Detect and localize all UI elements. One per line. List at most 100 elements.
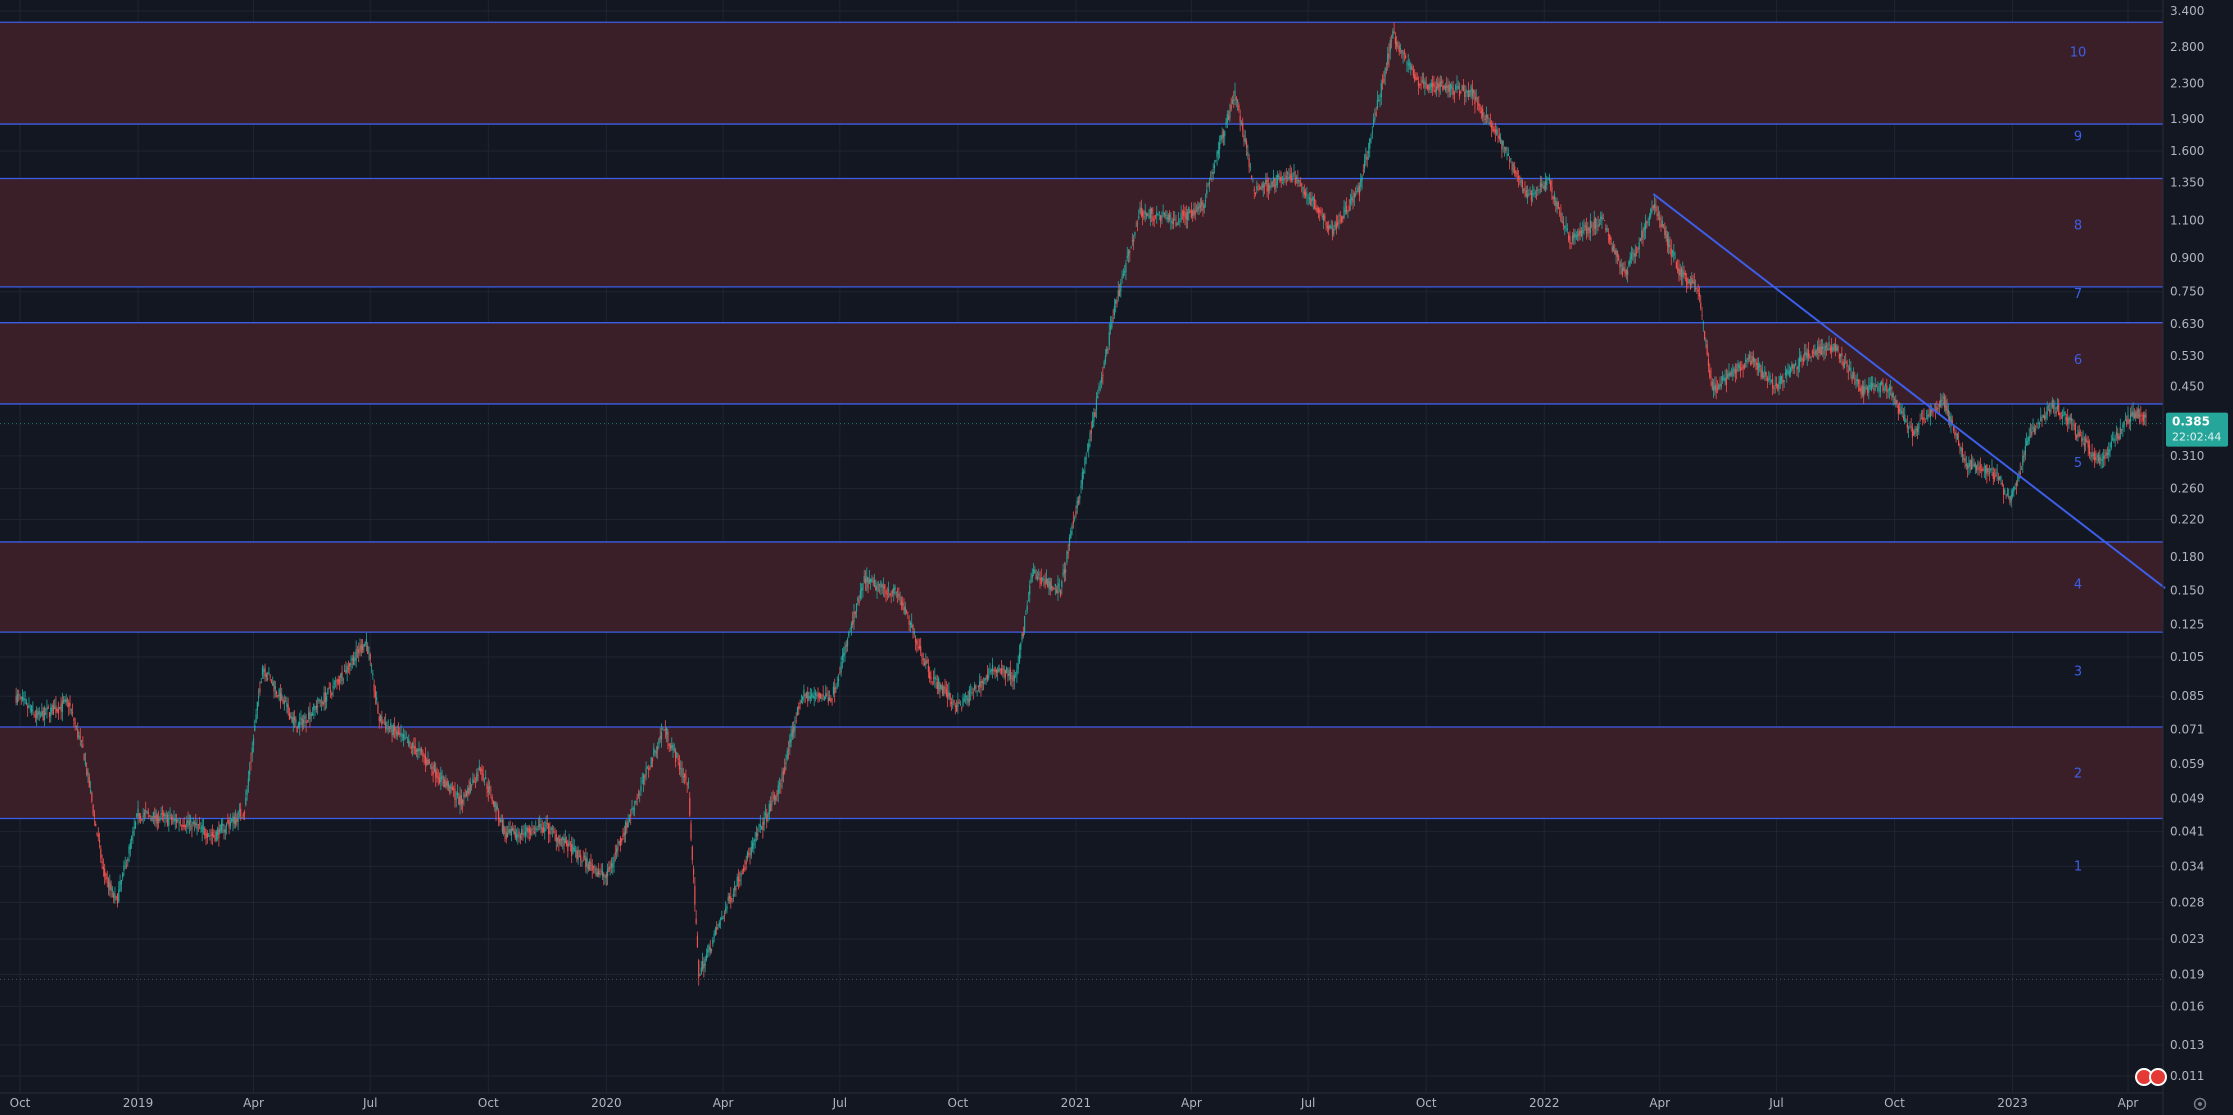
candle-body — [150, 818, 152, 820]
candle-body — [778, 782, 781, 785]
time-tick-label: Jul — [362, 1096, 377, 1110]
flag-icon[interactable] — [2149, 1068, 2167, 1086]
trendline[interactable] — [1652, 193, 2166, 590]
candle-body — [2011, 490, 2014, 496]
candle-body — [1747, 357, 1749, 361]
candle-body — [361, 645, 364, 651]
price-axis[interactable]: 3.4002.8002.3001.9001.6001.3501.1000.900… — [2162, 0, 2204, 1115]
candle-body — [2047, 405, 2050, 407]
candle-body — [923, 662, 926, 665]
candle-body — [166, 814, 169, 826]
candle-body — [684, 773, 686, 777]
candle-body — [2002, 488, 2005, 495]
candle-body — [232, 815, 234, 822]
candle-body — [785, 762, 787, 764]
candle-body — [599, 873, 601, 876]
candle-body — [1627, 270, 1629, 275]
candle-body — [1190, 210, 1192, 217]
candle-body — [1065, 569, 1067, 573]
candle-body — [1624, 269, 1626, 274]
candle-body — [1818, 346, 1820, 354]
price-tick-label: 2.800 — [2170, 40, 2204, 54]
candle-body — [1491, 123, 1493, 129]
candle-body — [314, 706, 316, 708]
candle-body — [1827, 348, 1829, 351]
candle-body — [1759, 363, 1761, 368]
candle-body — [1411, 66, 1413, 70]
candle-body — [1686, 278, 1688, 285]
candle-body — [148, 816, 151, 817]
candle-body — [1394, 37, 1396, 44]
candle-body — [1725, 377, 1728, 385]
candle-body — [1512, 165, 1515, 166]
candle-body — [467, 788, 469, 795]
candle-body — [1961, 448, 1964, 457]
candle-body — [1483, 116, 1485, 118]
candle-body — [1263, 185, 1266, 187]
candle-body — [1339, 215, 1341, 217]
candle-body — [657, 746, 659, 751]
candle-body — [1851, 374, 1853, 381]
candle-body — [884, 584, 886, 590]
candle-body — [324, 692, 326, 703]
candle-body — [432, 771, 434, 776]
candle-body — [1346, 205, 1348, 213]
candle-body — [676, 752, 678, 758]
candle-body — [1965, 463, 1967, 467]
candle-body — [564, 837, 566, 844]
candle-body — [827, 697, 829, 702]
candle-body — [1996, 471, 1998, 473]
candle-body — [1538, 188, 1540, 190]
candle-body — [976, 690, 978, 692]
candle-body — [1421, 80, 1423, 83]
time-axis[interactable]: Oct 2019 Apr Jul Oct 2020 Apr Jul Oct 2021 Apr Jul O… — [0, 1092, 2163, 1110]
candle-body — [1872, 383, 1874, 387]
candle-body — [531, 828, 533, 831]
price-tick-label: 0.071 — [2170, 723, 2204, 737]
candle-body — [921, 654, 923, 658]
candle-body — [716, 927, 718, 930]
candle-body — [528, 828, 530, 833]
candle-body — [789, 739, 791, 748]
candle-body — [890, 594, 892, 596]
candle-body — [2074, 424, 2076, 436]
candle-body — [2091, 452, 2093, 459]
candle-body — [259, 688, 261, 693]
candle-body — [1085, 457, 1087, 459]
candle-body — [1217, 149, 1219, 155]
candle-body — [2022, 456, 2024, 466]
candle-body — [968, 689, 971, 702]
candle-body — [1548, 178, 1550, 181]
candle-body — [1326, 226, 1328, 229]
candle-body — [1000, 668, 1003, 674]
candle-body — [1503, 146, 1506, 148]
candle-body — [2031, 431, 2033, 436]
candle-body — [1848, 367, 1851, 371]
horizontal-levels[interactable] — [0, 21, 2163, 980]
candle-body — [655, 751, 657, 754]
candle-body — [474, 782, 477, 784]
settings-gear-icon[interactable] — [2193, 1097, 2207, 1111]
candle-body — [550, 827, 552, 831]
candle-body — [1988, 473, 1991, 474]
candle-body — [102, 866, 104, 869]
candle-body — [1412, 69, 1414, 76]
candle-body — [382, 722, 384, 724]
price-tick-label: 0.049 — [2170, 792, 2204, 806]
candle-body — [397, 731, 400, 735]
candle-body — [300, 717, 302, 720]
candle-body — [2061, 414, 2064, 418]
candle-body — [545, 821, 547, 828]
candle-body — [98, 840, 101, 843]
candle-body — [82, 744, 84, 748]
candle-body — [876, 584, 878, 592]
candle-body — [170, 816, 172, 821]
candle-body — [1330, 226, 1332, 228]
candle-body — [692, 868, 695, 875]
candle-body — [899, 597, 901, 600]
candle-body — [1711, 381, 1713, 389]
candle-body — [1786, 369, 1788, 376]
zone-10 — [0, 22, 2163, 125]
trendline-layer[interactable] — [1652, 193, 2166, 590]
